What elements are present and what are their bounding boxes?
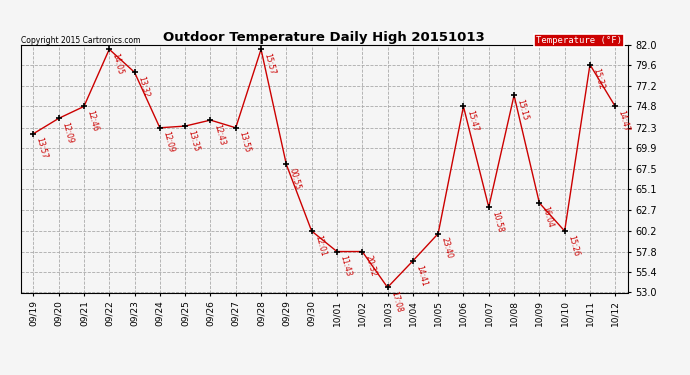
- Text: 23:40: 23:40: [440, 236, 454, 260]
- Text: 12:43: 12:43: [212, 123, 226, 146]
- Text: Temperature (°F): Temperature (°F): [536, 36, 622, 45]
- Text: 15:15: 15:15: [515, 98, 530, 122]
- Text: 12:09: 12:09: [161, 130, 175, 154]
- Text: 17:08: 17:08: [389, 290, 403, 314]
- Text: 13:55: 13:55: [237, 130, 251, 154]
- Text: 15:47: 15:47: [465, 109, 479, 133]
- Text: 00:55: 00:55: [288, 167, 302, 191]
- Text: 13:57: 13:57: [34, 136, 49, 160]
- Text: 12:01: 12:01: [313, 234, 327, 257]
- Text: 15:32: 15:32: [591, 68, 606, 91]
- Title: Outdoor Temperature Daily High 20151013: Outdoor Temperature Daily High 20151013: [164, 31, 485, 44]
- Text: 13:32: 13:32: [136, 75, 150, 98]
- Text: 20:32: 20:32: [364, 254, 378, 278]
- Text: 15:57: 15:57: [262, 52, 277, 75]
- Text: 15:26: 15:26: [566, 234, 580, 257]
- Text: 13:35: 13:35: [186, 129, 201, 152]
- Text: 10:58: 10:58: [490, 210, 504, 233]
- Text: Copyright 2015 Cartronics.com: Copyright 2015 Cartronics.com: [21, 36, 140, 45]
- Text: 11:43: 11:43: [338, 254, 353, 278]
- Text: 16:04: 16:04: [541, 206, 555, 229]
- Text: 14:41: 14:41: [414, 264, 428, 287]
- Text: 12:46: 12:46: [86, 109, 99, 133]
- Text: 12:09: 12:09: [60, 121, 75, 144]
- Text: 14:47: 14:47: [617, 109, 631, 133]
- Text: 14:05: 14:05: [110, 52, 125, 75]
